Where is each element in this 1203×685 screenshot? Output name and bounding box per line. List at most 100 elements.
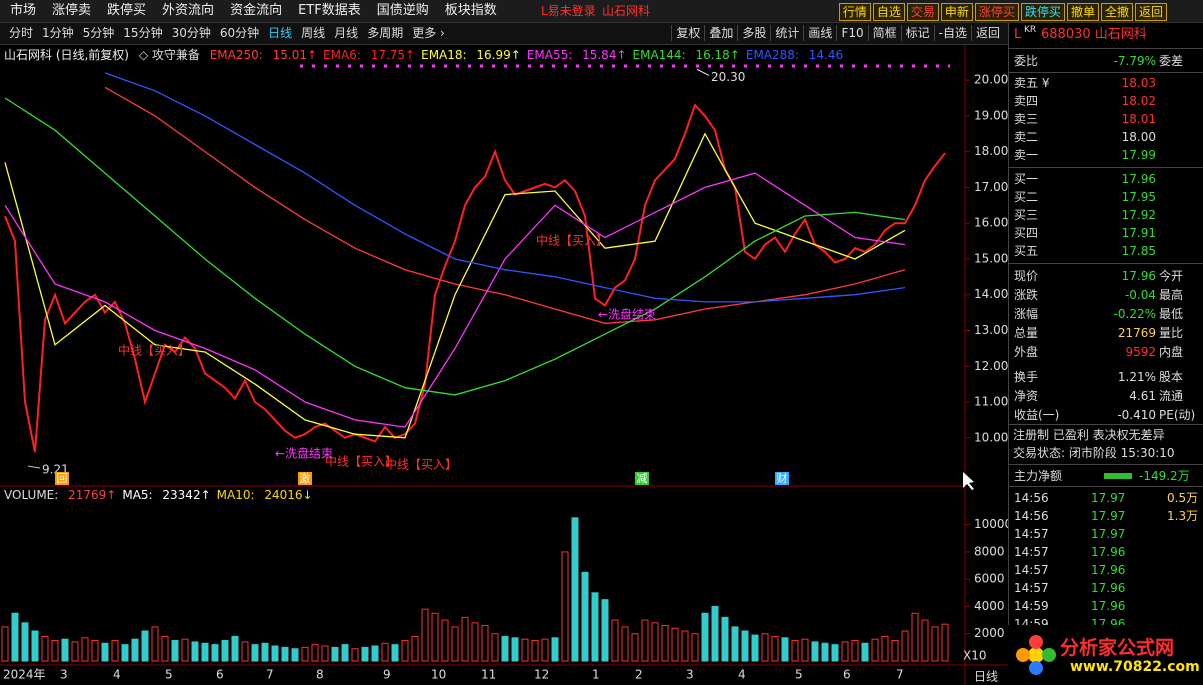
volume-bar xyxy=(181,638,189,662)
sell-level: 卖一 17.99 xyxy=(1009,146,1203,164)
action-button[interactable]: 跌停买 xyxy=(1020,3,1065,21)
price-line xyxy=(4,132,906,439)
period-tab[interactable]: 月线 xyxy=(334,26,359,40)
period-tab[interactable]: 15分钟 xyxy=(123,26,163,40)
volume-bar xyxy=(311,644,319,662)
period-tab[interactable]: 60分钟 xyxy=(219,26,260,40)
volume-bar xyxy=(651,622,659,662)
trade-time: 14:59 xyxy=(1014,599,1049,613)
volume-bar xyxy=(731,626,739,662)
stock-tab[interactable]: 山石网科 xyxy=(602,4,651,18)
trade-row: 14:57 17.96 xyxy=(1009,543,1203,561)
chart-area: 10.00 11.00 12.00 13.00 14.00 15.00 16.00 17.00… xyxy=(0,44,1008,685)
tool-button[interactable]: 复权 xyxy=(671,25,704,41)
login-status[interactable]: L易未登录 xyxy=(541,4,596,18)
period-tab[interactable]: 日线 xyxy=(268,26,293,40)
y-tick-label: 4000 xyxy=(974,599,1005,613)
trade-time: 14:57 xyxy=(1014,527,1049,541)
row-label: 换手 xyxy=(1014,370,1039,384)
volume-bar xyxy=(191,641,199,662)
stock-code: 688030 山石网科 xyxy=(1041,27,1147,42)
menu-item[interactable]: 板块指数 xyxy=(444,3,497,18)
action-button[interactable]: 自选 xyxy=(872,3,905,21)
legend-item: VOLUME 21769↑ xyxy=(4,488,116,502)
action-button[interactable]: 交易 xyxy=(906,3,939,21)
event-marker-box xyxy=(635,472,649,485)
stat-row: 涨跌 -0.04 最高 xyxy=(1009,286,1203,304)
sell-level: 卖四 18.02 xyxy=(1009,92,1203,110)
period-tab[interactable]: 分时 xyxy=(9,26,34,40)
legend-value: 24016↓ xyxy=(264,488,313,502)
volume-bar xyxy=(481,625,489,662)
menu-item[interactable]: 市场 xyxy=(10,3,37,18)
row-label2: 股本 xyxy=(1159,370,1184,384)
mouse-cursor xyxy=(963,472,974,490)
row-label: 卖三 xyxy=(1014,112,1039,126)
volume-bar xyxy=(271,645,279,662)
tool-button[interactable]: 叠加 xyxy=(704,25,737,41)
action-button[interactable]: 全撤 xyxy=(1100,3,1133,21)
volume-bar xyxy=(341,644,349,662)
volume-bar xyxy=(851,640,859,662)
volume-bar xyxy=(531,640,539,662)
menu-item[interactable]: 涨停卖 xyxy=(52,3,92,18)
x-tick-label: 7 xyxy=(266,668,274,682)
volume-bar xyxy=(391,644,399,662)
toolbar: 分时 1分钟 5分钟 15分钟 30分钟 60分钟 日线 周线 月线 多周期 更多 › 复权 叠加 多股… xyxy=(0,23,1008,45)
row-label: 现价 xyxy=(1014,269,1039,283)
tool-button[interactable]: F10 xyxy=(836,25,867,41)
volume-bar xyxy=(211,644,219,662)
action-button[interactable]: 涨停买 xyxy=(974,3,1019,21)
volume-bar xyxy=(201,642,209,662)
volume-bar xyxy=(871,638,879,662)
period-tab[interactable]: 5分钟 xyxy=(82,26,115,40)
tool-button[interactable]: 画线 xyxy=(803,25,836,41)
y-tick-label: 18.00 xyxy=(974,144,1008,158)
volume-bar xyxy=(291,648,299,662)
y-tick-label: 8000 xyxy=(974,544,1005,558)
period-tab[interactable]: 周线 xyxy=(301,26,326,40)
tool-button[interactable]: 返回 xyxy=(970,25,1004,41)
action-buttons: 行情 自选 交易 申新 涨停买 跌停买 撤单 全撤 返回 xyxy=(837,3,1167,21)
menu-item[interactable]: 国债逆购 xyxy=(376,3,429,18)
buy-level: 买一 17.96 xyxy=(1009,170,1203,188)
period-tab[interactable]: 多周期 xyxy=(367,26,404,40)
action-button[interactable]: 行情 xyxy=(838,3,871,21)
row-label: 买一 xyxy=(1014,172,1039,186)
chart-title: 山石网科 (日线,前复权) xyxy=(4,48,129,62)
menu-item[interactable]: 跌停买 xyxy=(107,3,147,18)
buy-level: 买二 17.95 xyxy=(1009,188,1203,206)
y-tick-label: 14.00 xyxy=(974,287,1008,301)
volume-bar xyxy=(251,644,259,662)
volume-bar xyxy=(91,640,99,662)
action-button[interactable]: 撤单 xyxy=(1066,3,1099,21)
tool-button[interactable]: 简框 xyxy=(867,25,901,41)
menu-item[interactable]: 外资流向 xyxy=(162,3,215,18)
action-button[interactable]: 返回 xyxy=(1134,3,1167,21)
tool-button[interactable]: 标记 xyxy=(900,25,934,41)
volume-bar xyxy=(71,641,79,662)
volume-bar xyxy=(331,646,339,662)
row-value: 4.61 xyxy=(1129,389,1156,403)
period-tab[interactable]: 1分钟 xyxy=(42,26,74,40)
row-label: 卖五 ¥ xyxy=(1014,76,1050,90)
x-tick-label: 2024年 xyxy=(3,668,46,682)
legend-name: VOLUME xyxy=(4,488,62,502)
row-label2: 最高 xyxy=(1159,288,1184,302)
period-tab[interactable]: 30分钟 xyxy=(171,26,211,40)
trade-row: 14:56 17.97 1.3万 xyxy=(1009,507,1203,525)
event-marker: 财 xyxy=(777,471,788,485)
action-button[interactable]: 申新 xyxy=(940,3,973,21)
tool-button[interactable]: -自选 xyxy=(933,25,971,41)
period-tab[interactable]: 更多 › xyxy=(412,26,445,40)
separator xyxy=(1009,464,1203,465)
menu-item[interactable]: ETF数据表 xyxy=(298,3,361,18)
tool-button[interactable]: 统计 xyxy=(770,25,803,41)
trade-time: 14:56 xyxy=(1014,491,1049,505)
menu-item[interactable]: 资金流向 xyxy=(230,3,283,18)
volume-bar xyxy=(541,638,549,662)
x-tick-label: 1 xyxy=(592,668,600,682)
tool-button[interactable]: 多股 xyxy=(737,25,770,41)
row-label: 主力净额 xyxy=(1014,469,1063,483)
